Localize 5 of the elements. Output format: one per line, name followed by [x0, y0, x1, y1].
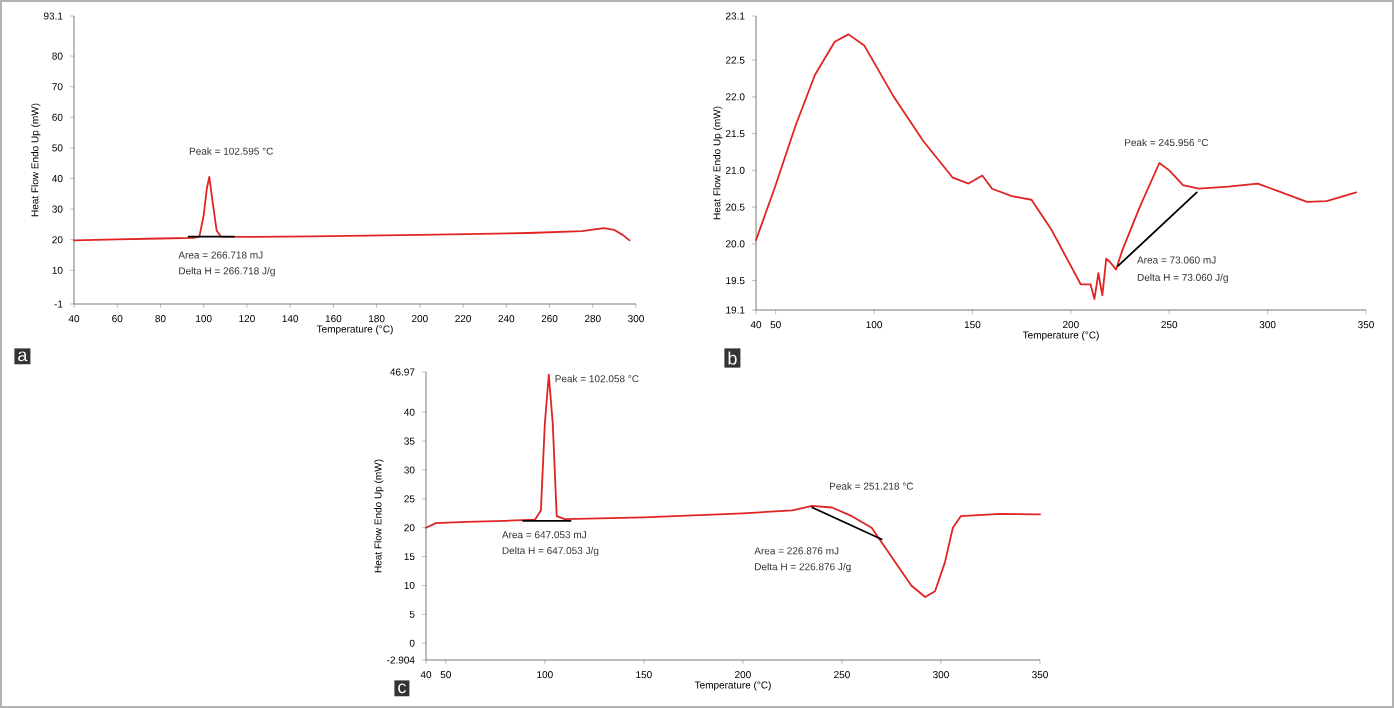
text: c	[398, 683, 406, 694]
text: a	[18, 351, 28, 362]
text: b	[728, 351, 737, 365]
line-series	[755, 33, 1358, 300]
line-series	[73, 176, 631, 242]
